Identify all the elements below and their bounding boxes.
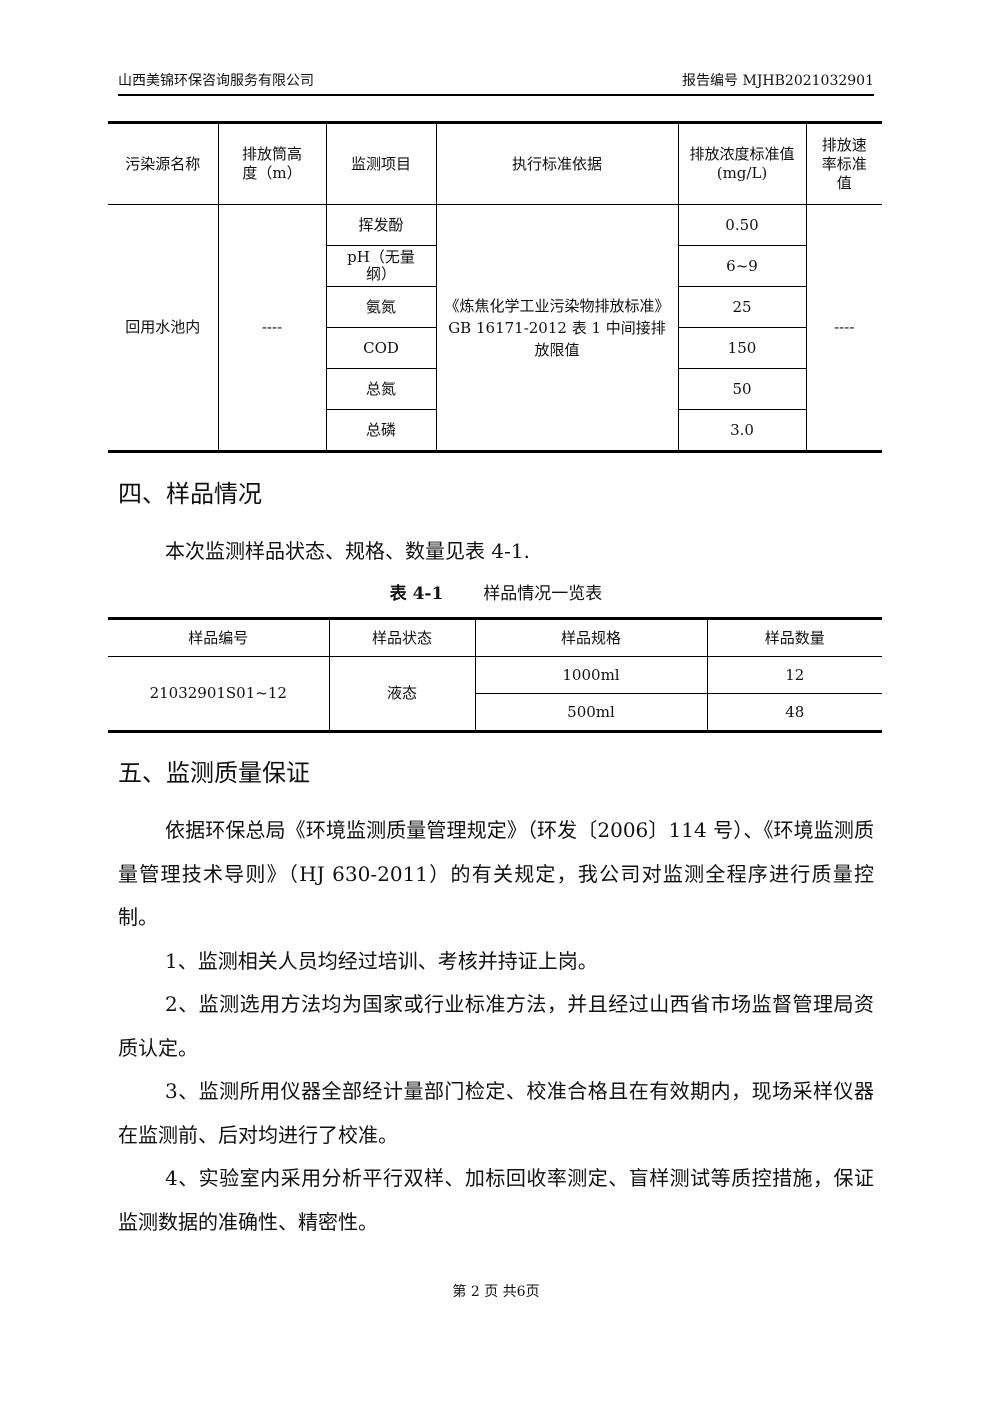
item: COD bbox=[326, 327, 437, 369]
rate-standard: ---- bbox=[805, 204, 882, 452]
table-row: pH（无量纲） 6~9 bbox=[108, 245, 882, 287]
table-row: 500ml 48 bbox=[108, 693, 882, 732]
caption-text: 样品情况一览表 bbox=[483, 584, 603, 604]
sample-spec: 1000ml bbox=[474, 656, 708, 694]
report-number: 报告编号 MJHB2021032901 bbox=[682, 73, 874, 89]
standard-basis: 《炼焦化学工业污染物排放标准》GB 16171-2012 表 1 中间接排放限值 bbox=[435, 204, 679, 452]
paragraph: 3、监测所用仪器全部经计量部门检定、校准合格且在有效期内，现场采样仪器在监测前、… bbox=[118, 1079, 874, 1147]
sample-spec: 500ml bbox=[475, 693, 708, 732]
item: pH（无量纲） bbox=[326, 245, 437, 287]
col-header: 样品数量 bbox=[706, 618, 882, 657]
col-header: 样品编号 bbox=[108, 618, 330, 657]
table-row: 回用水池内 ---- 挥发酚 《炼焦化学工业污染物排放标准》GB 16171-2… bbox=[108, 204, 882, 452]
paragraph: 依据环保总局《环境监测质量管理规定》（环发〔2006〕114 号）、《环境监测质… bbox=[118, 818, 874, 929]
item: 挥发酚 bbox=[325, 204, 437, 246]
item: 总磷 bbox=[326, 409, 437, 452]
page-number: 第 2 页 共6页 bbox=[452, 1284, 540, 1300]
col-header: 污染源名称 bbox=[108, 122, 219, 205]
section-5-body: 依据环保总局《环境监测质量管理规定》（环发〔2006〕114 号）、《环境监测质… bbox=[118, 809, 874, 1244]
value: 25 bbox=[677, 286, 806, 328]
sample-qty: 48 bbox=[706, 693, 882, 732]
value: 3.0 bbox=[677, 409, 806, 452]
item: 总氮 bbox=[326, 368, 437, 410]
table-row: 总磷 3.0 bbox=[108, 409, 882, 452]
section-5-title: 五、监测质量保证 bbox=[118, 759, 310, 787]
value: 50 bbox=[677, 368, 806, 410]
col-header: 执行标准依据 bbox=[435, 122, 679, 205]
paragraph: 1、监测相关人员均经过培训、考核并持证上岗。 bbox=[165, 948, 598, 973]
value: 150 bbox=[677, 327, 806, 369]
company-name: 山西美锦环保咨询服务有限公司 bbox=[118, 73, 314, 89]
section-4-intro: 本次监测样品状态、规格、数量见表 4-1. bbox=[165, 539, 530, 563]
section-4-title: 四、样品情况 bbox=[118, 480, 262, 508]
col-header: 监测项目 bbox=[325, 122, 437, 205]
sample-table: 样品编号 样品状态 样品规格 样品数量 21032901S01~12 液态 10… bbox=[108, 617, 882, 733]
item: 氨氮 bbox=[326, 286, 437, 328]
stack-height: ---- bbox=[217, 204, 327, 452]
col-header: 排放浓度标准值(mg/L) bbox=[677, 122, 807, 205]
col-header: 样品规格 bbox=[474, 618, 708, 657]
value: 6~9 bbox=[677, 245, 806, 287]
value: 0.50 bbox=[677, 204, 807, 246]
source-name: 回用水池内 bbox=[108, 204, 219, 452]
col-header: 排放筒高度（m） bbox=[217, 122, 327, 205]
col-header: 样品状态 bbox=[328, 618, 476, 657]
sample-id: 21032901S01~12 bbox=[108, 656, 330, 732]
table-caption: 表 4-1 样品情况一览表 bbox=[0, 579, 992, 604]
sample-qty: 12 bbox=[706, 656, 882, 694]
table-row: 21032901S01~12 液态 1000ml 12 bbox=[108, 656, 882, 732]
caption-number: 表 4-1 bbox=[389, 584, 444, 604]
sample-state: 液态 bbox=[328, 656, 476, 732]
table-row: 总氮 50 bbox=[108, 368, 882, 410]
col-header: 排放速率标准值 bbox=[805, 122, 882, 205]
paragraph: 2、监测选用方法均为国家或行业标准方法，并且经过山西省市场监督管理局资质认定。 bbox=[118, 992, 874, 1060]
emission-standard-table: 污染源名称 排放筒高度（m） 监测项目 执行标准依据 排放浓度标准值(mg/L)… bbox=[108, 121, 882, 453]
header-divider bbox=[118, 94, 874, 96]
paragraph: 4、实验室内采用分析平行双样、加标回收率测定、盲样测试等质控措施，保证监测数据的… bbox=[118, 1166, 874, 1234]
